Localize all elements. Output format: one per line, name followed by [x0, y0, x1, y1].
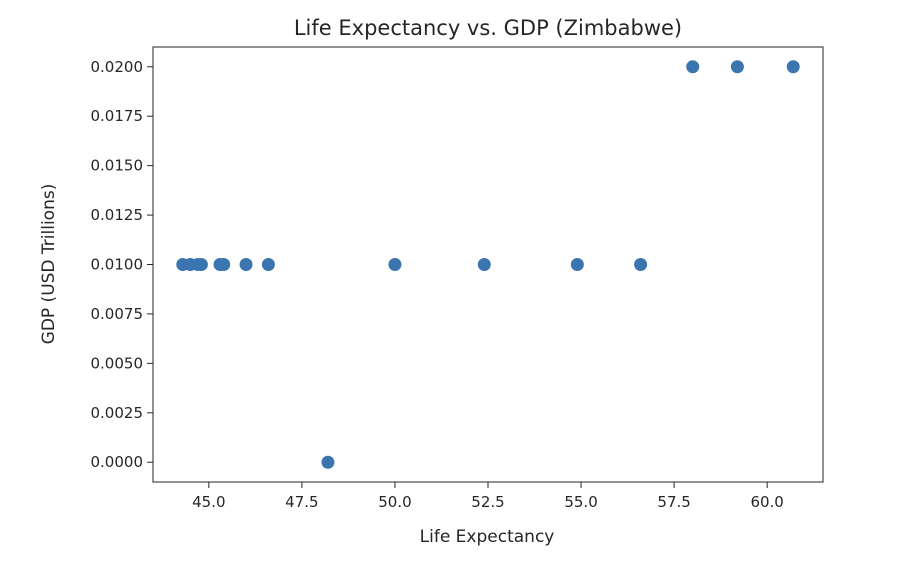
data-point: [239, 258, 253, 271]
x-tick-label: 45.0: [192, 493, 225, 511]
x-tick-label: 55.0: [564, 493, 597, 511]
y-tick-label: 0.0100: [91, 256, 144, 274]
data-point: [194, 258, 208, 271]
data-point: [217, 258, 231, 271]
y-tick-label: 0.0075: [91, 305, 144, 323]
y-tick-label: 0.0000: [91, 453, 144, 471]
x-axis-ticks: 45.0 47.5 50.0 52.5 55.0 57.5 60.0: [192, 482, 784, 511]
x-axis-label: Life Expectancy: [420, 527, 555, 547]
y-tick-label: 0.0175: [91, 107, 144, 125]
data-point: [388, 258, 402, 271]
data-point: [786, 60, 800, 74]
x-tick-label: 57.5: [657, 493, 690, 511]
data-point: [634, 258, 648, 271]
data-point: [477, 258, 491, 271]
x-tick-label: 47.5: [285, 493, 318, 511]
x-tick-label: 52.5: [471, 493, 504, 511]
x-tick-label: 60.0: [750, 493, 783, 511]
data-point: [570, 258, 584, 271]
x-tick-label: 50.0: [378, 493, 411, 511]
y-tick-label: 0.0200: [91, 58, 144, 76]
y-axis-label: GDP (USD Trillions): [39, 184, 59, 345]
y-tick-label: 0.0025: [91, 404, 144, 422]
plot-area-frame: [152, 46, 824, 483]
data-point: [261, 258, 275, 271]
y-tick-label: 0.0050: [91, 354, 144, 372]
data-point: [321, 455, 335, 469]
data-points: [176, 60, 800, 469]
y-tick-label: 0.0125: [91, 206, 144, 224]
chart-title: Life Expectancy vs. GDP (Zimbabwe): [294, 16, 682, 40]
data-point: [686, 60, 700, 74]
y-tick-label: 0.0150: [91, 157, 144, 175]
y-axis-ticks: 0.0000 0.0025 0.0050 0.0075 0.0100 0.0125 0.01…: [91, 58, 153, 471]
data-point: [730, 60, 744, 74]
